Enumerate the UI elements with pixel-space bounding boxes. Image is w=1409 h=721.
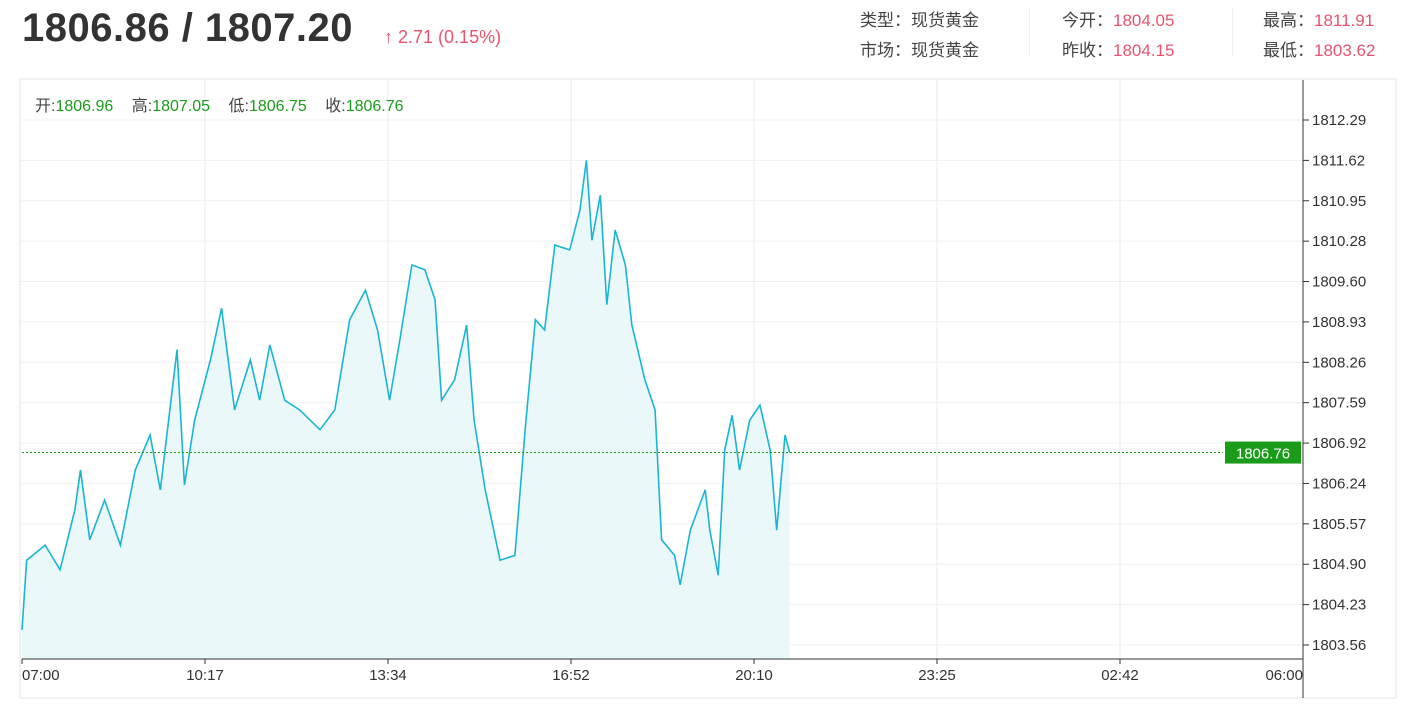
market-label: 市场： [860, 41, 911, 60]
y-tick-label: 1807.59 [1312, 395, 1366, 412]
x-tick-label: 23:25 [918, 667, 956, 684]
y-tick-label: 1810.95 [1312, 193, 1366, 210]
y-tick-label: 1806.92 [1312, 435, 1366, 452]
x-tick-label: 16:52 [552, 667, 590, 684]
market-value: 现货黄金 [911, 41, 979, 60]
ohlc-low-label: 低: [228, 98, 249, 115]
ohlc-high-label: 高: [131, 98, 153, 115]
up-arrow-icon: ↑ [384, 27, 393, 47]
type-value: 现货黄金 [911, 11, 979, 30]
y-tick-label: 1811.62 [1312, 152, 1365, 169]
y-tick-label: 1804.23 [1312, 597, 1366, 614]
type-label: 类型： [860, 11, 911, 30]
y-tick-label: 1805.57 [1312, 516, 1366, 533]
y-tick-label: 1804.90 [1312, 556, 1366, 573]
open-label: 今开： [1062, 11, 1113, 30]
prev-close-value: 1804.15 [1113, 41, 1175, 60]
ohlc-high: 1807.05 [152, 98, 211, 115]
current-price-tag [1225, 441, 1301, 464]
y-tick-label: 1809.60 [1312, 274, 1366, 291]
info-high-low: 最高：1811.91 最低：1803.62 [1263, 6, 1375, 66]
chart-frame [19, 78, 1397, 699]
divider [1029, 8, 1030, 56]
bid-ask-price: 1806.86 / 1807.20 [22, 6, 354, 50]
y-tick-label: 1812.29 [1312, 112, 1366, 129]
x-tick-label: 10:17 [186, 667, 224, 684]
x-tick-label: 20:10 [735, 667, 773, 684]
change-value: 2.71 (0.15%) [398, 27, 502, 47]
ohlc-open-label: 开: [35, 98, 56, 115]
ohlc-close: 1806.76 [345, 98, 404, 115]
price-line [21, 160, 791, 631]
y-tick-label: 1808.93 [1312, 314, 1366, 331]
info-open-close: 今开：1804.05 昨收：1804.15 [1062, 6, 1174, 66]
x-tick-label: 06:00 [1265, 667, 1303, 684]
ohlc-low: 1806.75 [248, 98, 307, 115]
y-tick-label: 1803.56 [1312, 637, 1366, 654]
y-tick-label: 1806.24 [1312, 475, 1366, 492]
low-value: 1803.62 [1314, 41, 1376, 60]
x-tick-label: 07:00 [22, 667, 60, 684]
y-tick-label: 1810.28 [1312, 233, 1366, 250]
y-tick-label: 1808.26 [1312, 354, 1366, 371]
high-value: 1811.91 [1314, 11, 1375, 30]
prev-close-label: 昨收： [1062, 41, 1113, 60]
ohlc-close-label: 收: [325, 98, 346, 115]
price-area [22, 160, 790, 659]
x-tick-label: 02:42 [1101, 667, 1139, 684]
price-change: ↑ 2.71 (0.15%) [384, 27, 501, 48]
low-label: 最低： [1263, 41, 1314, 60]
open-value: 1804.05 [1113, 11, 1175, 30]
current-price-label: 1806.76 [1236, 446, 1290, 463]
ohlc-open: 1806.96 [55, 98, 114, 115]
ohlc-readout: 开:1806.96 高:1807.05 低:1806.75 收:1806.76 [35, 92, 418, 116]
high-label: 最高： [1263, 11, 1314, 30]
info-type-market: 类型：现货黄金 市场：现货黄金 [860, 6, 979, 66]
x-tick-label: 13:34 [369, 667, 407, 684]
divider [1232, 8, 1233, 56]
